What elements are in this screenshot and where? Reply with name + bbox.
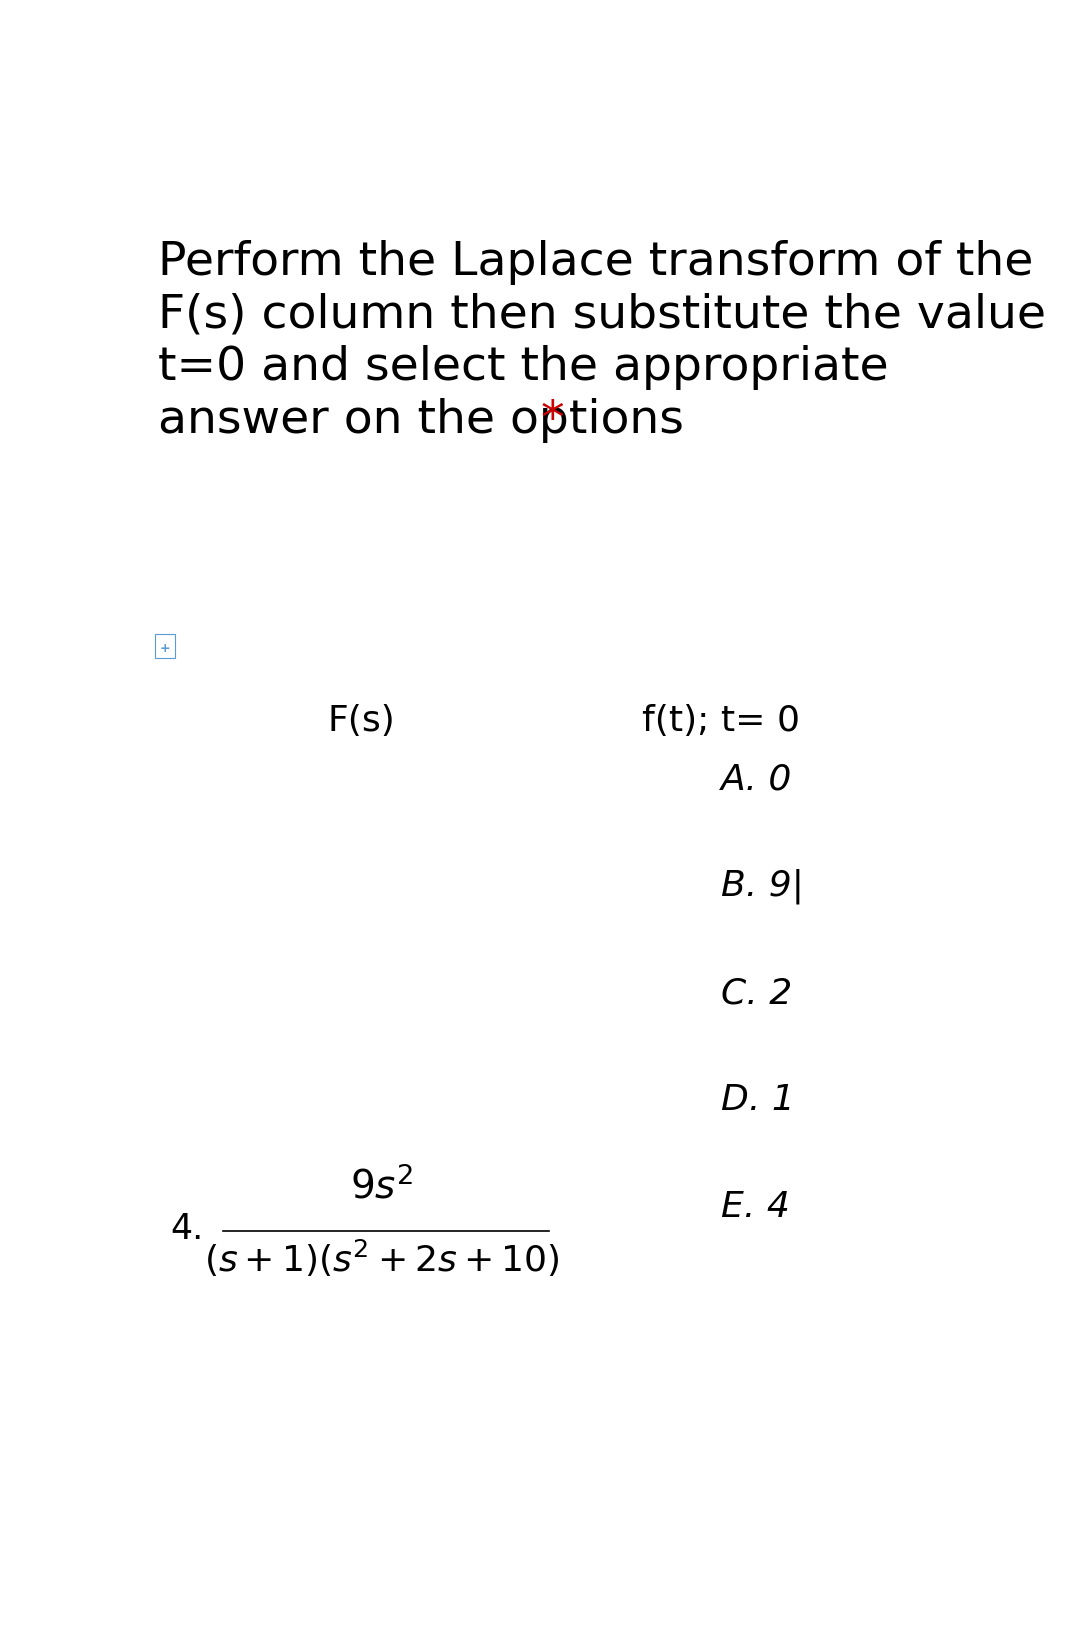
- Text: Perform the Laplace transform of the: Perform the Laplace transform of the: [159, 240, 1034, 285]
- Text: $(s + 1)(s^2 + 2s + 10)$: $(s + 1)(s^2 + 2s + 10)$: [204, 1237, 559, 1278]
- Text: F(s): F(s): [327, 704, 395, 738]
- FancyBboxPatch shape: [156, 634, 175, 659]
- Text: 4.: 4.: [171, 1211, 203, 1245]
- Text: $9s^2$: $9s^2$: [350, 1167, 414, 1206]
- Text: +: +: [160, 642, 171, 655]
- Text: D. 1: D. 1: [721, 1082, 795, 1117]
- Text: answer on the options: answer on the options: [159, 398, 685, 443]
- Text: C. 2: C. 2: [721, 976, 792, 1009]
- Text: t=0 and select the appropriate: t=0 and select the appropriate: [159, 346, 889, 390]
- Text: F(s) column then substitute the value: F(s) column then substitute the value: [159, 292, 1047, 337]
- Text: *: *: [540, 398, 564, 443]
- Text: E. 4: E. 4: [721, 1188, 789, 1222]
- Text: f(t); t= 0: f(t); t= 0: [642, 704, 800, 738]
- Text: B. 9|: B. 9|: [721, 869, 804, 903]
- Text: A. 0: A. 0: [721, 763, 793, 795]
